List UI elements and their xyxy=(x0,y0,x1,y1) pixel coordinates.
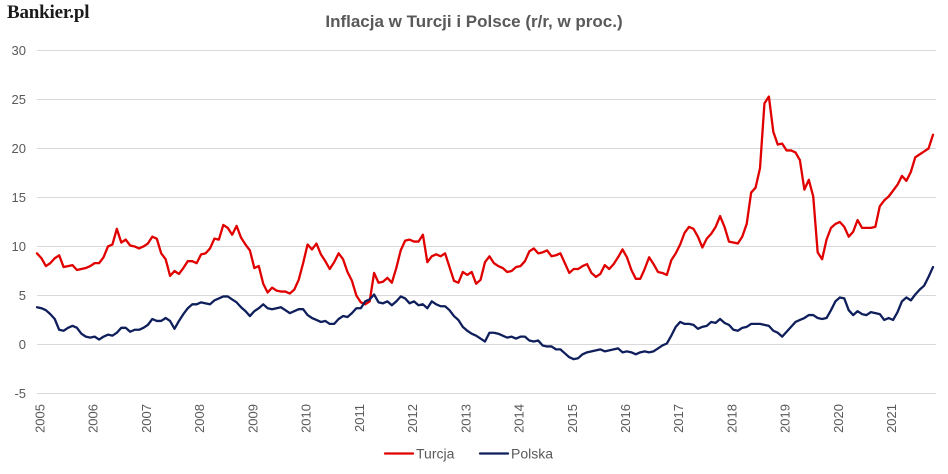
legend-item-polska: Polska xyxy=(478,446,553,462)
x-tick-label: 2007 xyxy=(139,404,154,433)
x-tick-label: 2019 xyxy=(778,404,793,433)
x-tick-label: 2012 xyxy=(405,404,420,433)
y-tick-label: 0 xyxy=(19,337,26,352)
x-tick-label: 2011 xyxy=(352,404,367,432)
bankier-logo: Bankier.pl xyxy=(7,2,90,23)
y-tick-label: 30 xyxy=(12,43,26,58)
x-tick-label: 2006 xyxy=(86,404,101,433)
x-tick-label: 2020 xyxy=(831,404,846,433)
chart-title: Inflacja w Turcji i Polsce (r/r, w proc.… xyxy=(325,12,623,31)
y-tick-label: 25 xyxy=(12,92,26,107)
legend: Turcja Polska xyxy=(383,446,553,462)
x-tick-label: 2021 xyxy=(884,404,899,433)
x-tick-label: 2013 xyxy=(458,404,473,433)
x-tick-label: 2009 xyxy=(245,404,260,433)
series-line-turcja xyxy=(35,95,935,306)
y-tick-label: 10 xyxy=(12,239,26,254)
x-tick-label: 2015 xyxy=(565,404,580,433)
y-tick-label: 20 xyxy=(12,141,26,156)
x-tick-label: 2016 xyxy=(618,404,633,433)
x-tick-label: 2005 xyxy=(33,404,48,433)
legend-label: Turcja xyxy=(416,446,455,462)
y-tick-label: 15 xyxy=(12,190,26,205)
x-axis-tick-labels: 2005 2006 2007 2008 2009 2010 2011 2012 2013 2014… xyxy=(33,404,900,433)
legend-label: Polska xyxy=(511,446,553,462)
x-tick-label: 2010 xyxy=(299,404,314,433)
series-line-polska xyxy=(35,265,935,361)
x-tick-label: 2014 xyxy=(512,404,527,433)
gridlines xyxy=(37,50,936,394)
y-tick-label: 5 xyxy=(19,288,26,303)
legend-item-turcja: Turcja xyxy=(383,446,455,462)
y-axis-tick-labels: 30 25 20 15 10 5 0 -5 xyxy=(12,43,26,401)
x-tick-label: 2008 xyxy=(192,404,207,433)
x-tick-label: 2017 xyxy=(671,404,686,433)
series-lines xyxy=(35,95,935,361)
x-tick-label: 2018 xyxy=(724,404,739,433)
y-tick-label: -5 xyxy=(14,386,26,401)
